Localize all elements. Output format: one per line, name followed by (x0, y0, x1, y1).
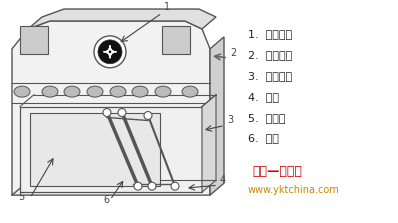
Ellipse shape (14, 86, 30, 97)
Text: 6: 6 (103, 195, 109, 205)
Bar (162, 26, 190, 54)
Bar (20, 107, 202, 192)
Circle shape (118, 109, 126, 116)
Text: 3.  红外对射: 3. 红外对射 (248, 71, 292, 81)
Text: 1: 1 (164, 2, 170, 12)
Ellipse shape (64, 86, 80, 97)
Polygon shape (12, 21, 210, 195)
Polygon shape (202, 95, 216, 192)
Text: 6.  摆闸: 6. 摆闸 (248, 133, 279, 143)
Text: 2: 2 (230, 48, 236, 58)
Circle shape (134, 182, 142, 190)
Text: www.yktchina.com: www.yktchina.com (248, 185, 340, 195)
Circle shape (94, 36, 126, 68)
Text: 2.  读卡区域: 2. 读卡区域 (248, 50, 292, 60)
Circle shape (98, 40, 122, 64)
Bar (30, 113, 160, 186)
Polygon shape (210, 37, 224, 195)
Text: 5: 5 (18, 192, 24, 202)
Text: 5.  机箱门: 5. 机箱门 (248, 113, 285, 122)
Ellipse shape (110, 86, 126, 97)
Text: 3: 3 (227, 116, 233, 126)
Bar (20, 26, 48, 54)
Text: 4.  箱体: 4. 箱体 (248, 92, 279, 102)
Ellipse shape (182, 86, 198, 97)
Ellipse shape (132, 86, 148, 97)
Polygon shape (28, 9, 216, 29)
Circle shape (144, 112, 152, 120)
Text: 中国—卡通网: 中国—卡通网 (252, 165, 302, 178)
Ellipse shape (87, 86, 103, 97)
Text: 1.  方向指示: 1. 方向指示 (248, 29, 292, 39)
Ellipse shape (155, 86, 171, 97)
Circle shape (171, 182, 179, 190)
Circle shape (103, 109, 111, 116)
Text: 4: 4 (220, 175, 226, 185)
Circle shape (148, 182, 156, 190)
Ellipse shape (42, 86, 58, 97)
